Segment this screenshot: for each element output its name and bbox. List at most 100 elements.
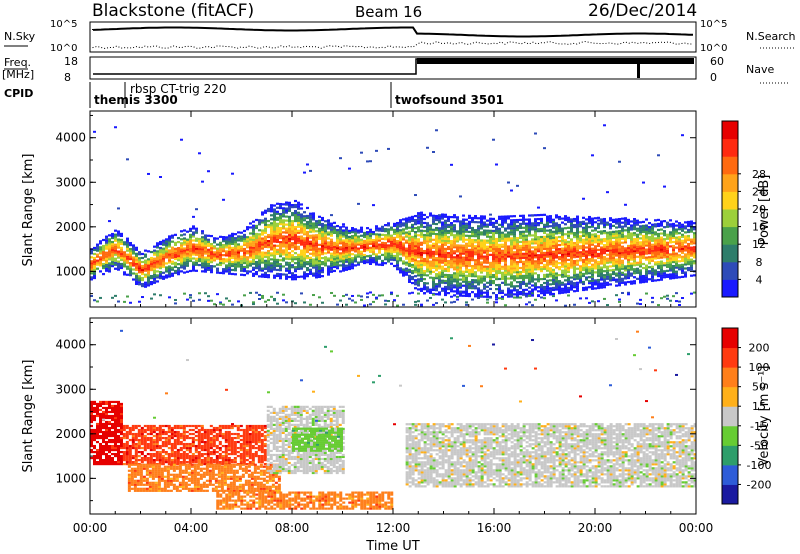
power-cell <box>615 262 618 265</box>
power-cell <box>297 239 300 242</box>
power-cell <box>435 269 438 272</box>
power-cell <box>318 263 321 267</box>
power-cell <box>420 275 423 278</box>
power-cell <box>207 268 210 271</box>
power-cell <box>681 271 684 274</box>
power-cell <box>468 256 471 260</box>
power-cell <box>159 270 162 274</box>
power-cell <box>594 261 597 264</box>
power-cell <box>510 291 513 294</box>
power-cell <box>312 254 315 257</box>
power-cell <box>300 217 303 220</box>
power-cell-near <box>495 298 498 301</box>
power-cell <box>444 287 447 291</box>
power-cell <box>648 230 651 233</box>
power-cell <box>378 237 381 240</box>
power-cell <box>441 275 444 278</box>
power-cell <box>258 243 261 246</box>
power-cell <box>279 247 282 250</box>
power-cell <box>198 243 201 247</box>
power-cell <box>108 238 111 241</box>
power-cell <box>408 236 411 239</box>
power-cell <box>516 247 519 250</box>
power-cell <box>243 273 246 277</box>
power-cell <box>456 244 459 247</box>
power-cell <box>465 288 468 291</box>
power-cell <box>270 240 273 243</box>
power-cell <box>444 225 447 228</box>
power-cell <box>219 243 222 246</box>
power-cell <box>678 228 681 231</box>
power-cell <box>339 236 342 239</box>
power-cell <box>552 262 555 265</box>
power-cell <box>267 258 270 261</box>
power-cell <box>681 257 684 260</box>
power-cell <box>300 275 303 278</box>
power-cell <box>594 251 597 254</box>
power-cell <box>597 252 600 256</box>
power-cell <box>525 230 528 233</box>
power-cell <box>669 219 672 222</box>
power-cell <box>495 271 498 275</box>
power-cell <box>606 273 609 276</box>
power-cell <box>534 284 537 287</box>
power-cell <box>351 259 354 262</box>
power-cell <box>513 243 516 246</box>
power-cell <box>297 203 300 206</box>
power-cell <box>294 246 297 249</box>
power-cell <box>192 245 195 248</box>
power-cell <box>465 284 468 287</box>
power-cell <box>462 256 465 259</box>
power-cell <box>258 255 261 258</box>
power-cell <box>675 256 678 259</box>
power-cell <box>654 247 657 250</box>
power-cell <box>228 258 231 261</box>
power-cell <box>366 235 369 238</box>
power-cell <box>222 260 225 263</box>
power-cell <box>315 258 318 261</box>
power-cell <box>510 215 513 218</box>
power-cell <box>645 264 648 267</box>
power-cell <box>153 249 156 252</box>
power-cell <box>261 213 264 216</box>
power-cell <box>483 261 486 264</box>
power-cell <box>120 242 123 246</box>
power-cell <box>456 254 459 257</box>
power-cell <box>114 249 117 252</box>
power-cell <box>555 262 558 265</box>
power-cell <box>282 235 285 238</box>
power-cell <box>330 244 333 247</box>
power-cell <box>609 275 612 278</box>
power-cell <box>594 217 597 220</box>
power-cell <box>480 249 483 252</box>
power-cell <box>126 261 129 264</box>
power-cell <box>261 233 264 236</box>
power-cell <box>684 247 687 250</box>
power-cell <box>627 248 630 252</box>
power-cell-near <box>93 299 96 302</box>
power-cell <box>279 243 282 246</box>
power-cell <box>483 229 486 232</box>
power-cell <box>429 212 432 215</box>
power-cell <box>129 255 132 259</box>
power-cell-near <box>375 296 378 299</box>
power-cell <box>180 234 183 237</box>
power-cell-far <box>93 130 96 133</box>
power-cell <box>534 224 537 227</box>
power-cell <box>426 226 429 229</box>
power-cell <box>336 245 339 248</box>
power-cell <box>273 260 276 263</box>
power-cell <box>123 263 126 266</box>
power-cell <box>630 266 633 269</box>
power-cell <box>468 270 471 274</box>
power-cell <box>645 268 648 271</box>
power-cell <box>633 252 636 255</box>
power-cell <box>456 272 459 275</box>
power-cell <box>429 288 432 291</box>
power-cell-near <box>204 292 207 295</box>
power-cell <box>270 246 273 249</box>
power-cell <box>675 240 678 243</box>
power-cell-near <box>372 293 375 296</box>
power-cell <box>573 235 576 239</box>
power-cell <box>225 268 228 271</box>
